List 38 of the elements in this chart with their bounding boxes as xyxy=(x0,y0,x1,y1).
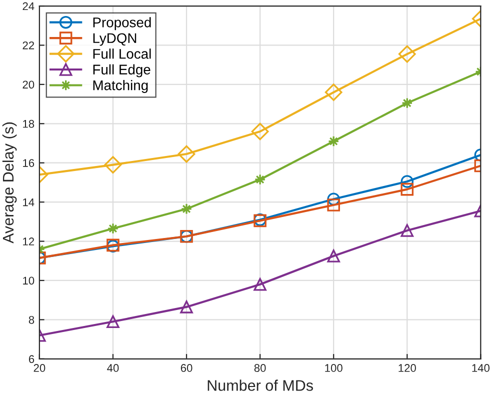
point xyxy=(327,192,340,206)
y-tick-label: 22 xyxy=(22,41,34,50)
y-tick-label: 8 xyxy=(28,316,34,324)
point xyxy=(400,175,414,188)
x-tick-label: 20 xyxy=(34,364,46,372)
point xyxy=(251,122,269,140)
legend-label: Full Local xyxy=(93,48,151,59)
y-tick-label: 20 xyxy=(22,80,34,89)
point xyxy=(104,156,122,174)
y-tick-label: 18 xyxy=(23,120,34,128)
legend-label: Matching xyxy=(93,80,148,93)
point xyxy=(327,250,340,262)
point xyxy=(400,224,414,237)
legend-label: LyDQN xyxy=(93,33,136,46)
y-tick-label: 24 xyxy=(22,2,34,10)
legend-label: Full Edge xyxy=(93,64,150,78)
y-tick-label: 16 xyxy=(23,159,34,167)
y-axis-title: Average Delay (s) xyxy=(2,122,17,244)
x-tick-label: 140 xyxy=(472,364,490,372)
point xyxy=(180,300,193,314)
point xyxy=(398,45,416,63)
legend-label: Proposed xyxy=(93,17,151,30)
point xyxy=(178,145,196,163)
point xyxy=(327,198,340,212)
y-tick-label: 10 xyxy=(23,276,34,285)
x-axis-title: Number of MDs xyxy=(208,380,313,391)
x-tick-label: 60 xyxy=(180,364,192,372)
point xyxy=(400,182,414,196)
x-tick-label: 100 xyxy=(325,364,342,372)
x-tick-label: 120 xyxy=(398,364,416,372)
point xyxy=(324,84,342,101)
y-tick-label: 14 xyxy=(23,198,34,206)
y-tick-label: 6 xyxy=(28,355,34,364)
point xyxy=(106,315,120,328)
x-tick-label: 80 xyxy=(254,364,266,372)
x-tick-label: 40 xyxy=(107,364,119,372)
point xyxy=(254,278,266,291)
y-tick-label: 12 xyxy=(23,238,34,246)
